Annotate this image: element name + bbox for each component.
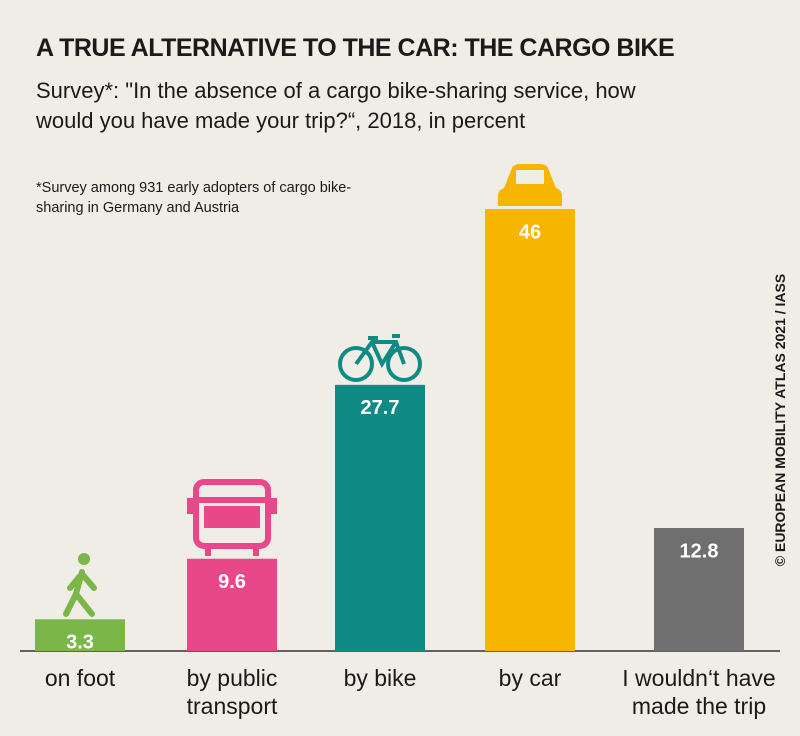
value-label: 46 <box>519 221 541 243</box>
category-label: by car <box>498 665 562 691</box>
chart-subtitle: Survey*: "In the absence of a cargo bike… <box>36 78 636 133</box>
bike-icon <box>338 334 422 382</box>
category-label: by bike <box>343 665 417 691</box>
walk-icon <box>63 553 97 617</box>
value-label: 3.3 <box>66 632 94 654</box>
bar <box>35 619 125 651</box>
bar <box>654 528 744 651</box>
chart-title: A TRUE ALTERNATIVE TO THE CAR: THE CARGO… <box>36 34 675 62</box>
value-label: 27.7 <box>361 397 400 419</box>
value-label: 9.6 <box>218 571 246 593</box>
car-icon <box>498 164 562 206</box>
footnote: *Survey among 931 early adopters of carg… <box>36 180 352 216</box>
bar <box>485 209 575 651</box>
bar <box>335 384 425 651</box>
category-label: I wouldn‘t have made the trip <box>622 665 776 719</box>
bar <box>187 558 277 651</box>
bus-icon <box>187 479 277 556</box>
category-label: on foot <box>44 665 116 691</box>
category-label: by public transport <box>186 665 278 719</box>
value-label: 12.8 <box>680 540 719 562</box>
